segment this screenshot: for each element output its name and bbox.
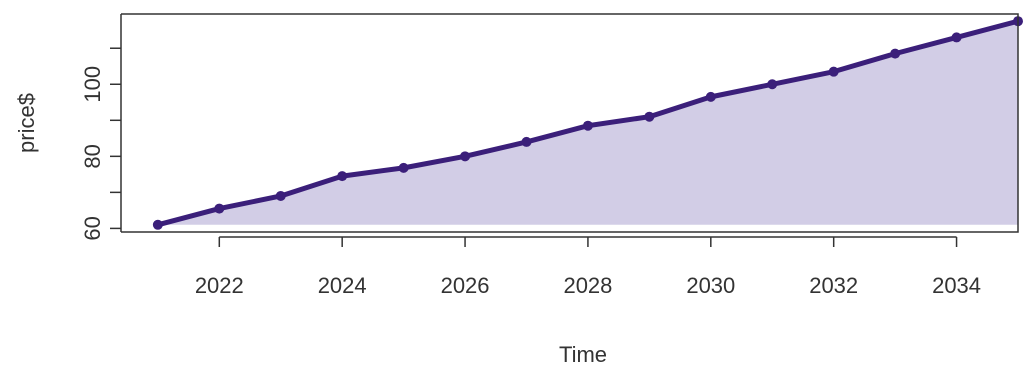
point-layer [152, 16, 1023, 230]
x-tick-label: 2032 [809, 273, 858, 298]
data-point [705, 91, 716, 102]
data-point [828, 66, 839, 77]
data-point [951, 32, 962, 43]
data-point [644, 111, 655, 122]
axis-layer [110, 13, 1019, 247]
x-axis-title: Time [559, 342, 607, 367]
data-point [152, 219, 163, 230]
x-tick-label: 2026 [441, 273, 490, 298]
y-axis-title: price$ [14, 93, 39, 153]
data-point [275, 190, 286, 201]
y-tick-label: 60 [80, 216, 105, 240]
data-point [890, 48, 901, 59]
data-point [521, 136, 532, 147]
data-point [214, 203, 225, 214]
label-layer: 60 80 100 2022 2024 2026 2028 2030 2032 2034 Time p… [14, 66, 981, 367]
data-point [767, 79, 778, 90]
data-point [398, 162, 409, 173]
y-tick-label: 100 [80, 66, 105, 103]
x-tick-label: 2030 [686, 273, 735, 298]
x-tick-label: 2028 [563, 273, 612, 298]
data-point [460, 151, 471, 162]
plot-frame [121, 13, 1019, 233]
data-point [582, 120, 593, 131]
y-tick-label: 80 [80, 144, 105, 168]
x-tick-label: 2034 [932, 273, 981, 298]
data-point [337, 171, 348, 182]
x-tick-label: 2024 [318, 273, 367, 298]
x-tick-label: 2022 [195, 273, 244, 298]
